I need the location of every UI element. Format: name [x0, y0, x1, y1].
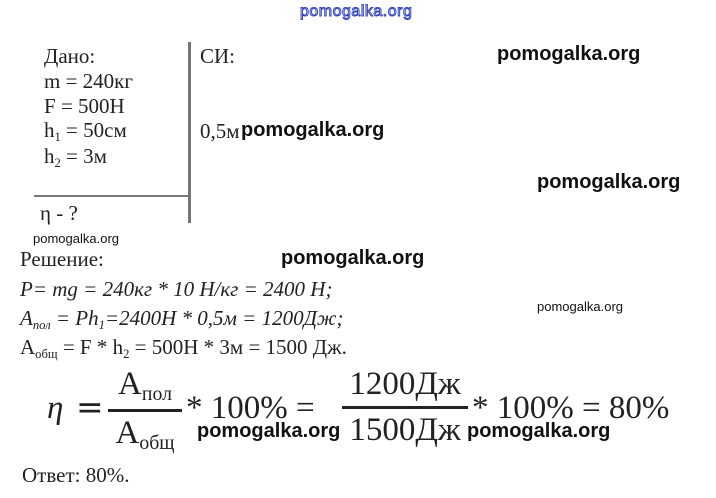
si-heading: СИ:	[200, 44, 236, 68]
solution-heading: Решение:	[20, 247, 104, 271]
term: A	[115, 414, 140, 451]
watermark: pomogalka.org	[537, 171, 681, 193]
watermark: pomogalka.org	[467, 420, 611, 442]
watermark: pomogalka.org	[241, 119, 385, 141]
term: A	[20, 335, 36, 359]
numerator: Aпол	[118, 366, 172, 406]
denominator: 1500Дж	[349, 412, 461, 448]
given-mass: m = 240кг	[44, 71, 133, 92]
answer: Ответ: 80%.	[22, 463, 130, 487]
equals-sign: =	[76, 387, 104, 426]
subscript: 1	[54, 129, 61, 144]
value: = 50см	[66, 118, 127, 142]
subscript: 2	[123, 346, 130, 361]
watermark: pomogalka.org	[497, 43, 641, 65]
term: = F * h	[57, 335, 124, 359]
denominator: Aобщ	[115, 415, 174, 455]
eta-symbol: η	[47, 390, 64, 426]
watermark: pomogalka.org	[537, 299, 623, 314]
value: = 240кг	[65, 69, 134, 93]
horizontal-divider	[34, 195, 189, 197]
efficiency-fraction: Aпол Aобщ	[108, 366, 182, 455]
fraction-bar	[342, 406, 468, 409]
subscript: 2	[54, 155, 61, 170]
watermark: pomogalka.org	[281, 247, 425, 269]
subscript: общ	[35, 346, 58, 361]
useful-work-equation: Aпол = Ph1=2400Н * 0,5м = 1200Дж;	[20, 306, 344, 332]
watermark-top: pomogalka.org	[299, 3, 413, 20]
multiply-100: * 100% =	[186, 390, 315, 426]
value: = 3м	[66, 144, 107, 168]
values-fraction: 1200Дж 1500Дж	[342, 366, 468, 449]
subscript: пол	[141, 382, 172, 405]
term: = Ph	[50, 306, 99, 330]
var: h	[44, 118, 55, 142]
vertical-divider	[188, 42, 191, 223]
find-eta: η - ?	[40, 201, 78, 225]
given-h2: h2 = 3м	[44, 144, 107, 170]
fraction-bar	[108, 408, 182, 412]
given-force: F = 500Н	[44, 96, 125, 117]
value: = 500Н	[60, 94, 125, 118]
subscript: общ	[139, 431, 175, 454]
numerator: 1200Дж	[349, 366, 461, 402]
weight-equation: P= mg = 240кг * 10 Н/кг = 2400 Н;	[20, 277, 333, 301]
term: =2400Н * 0,5м = 1200Дж;	[104, 306, 344, 330]
result: * 100% = 80%	[472, 390, 670, 426]
watermark: pomogalka.org	[33, 231, 119, 246]
si-value: 0,5м	[200, 119, 240, 143]
var: F	[44, 94, 56, 118]
subscript: 1	[98, 317, 105, 332]
term: = 500Н * 3м = 1500 Дж.	[129, 335, 347, 359]
watermark: pomogalka.org	[197, 420, 341, 442]
term: A	[118, 366, 142, 402]
subscript: пол	[32, 317, 51, 332]
total-work-equation: Aобщ = F * h2 = 500Н * 3м = 1500 Дж.	[20, 335, 347, 361]
term: A	[20, 306, 33, 330]
given-heading: Дано:	[44, 44, 96, 68]
given-h1: h1 = 50см	[44, 118, 127, 144]
var: h	[44, 144, 55, 168]
var: m	[44, 69, 61, 93]
